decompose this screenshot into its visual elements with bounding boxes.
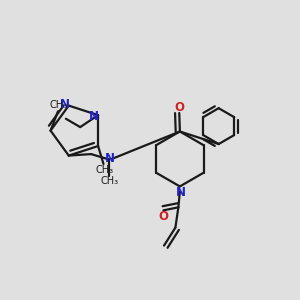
Text: CH₃: CH₃ [50,100,68,110]
Text: CH₃: CH₃ [100,176,119,186]
Text: N: N [176,186,185,199]
Text: O: O [174,100,184,113]
Text: O: O [158,210,168,224]
Text: CH₃: CH₃ [96,165,114,175]
Text: N: N [105,152,115,165]
Text: N: N [60,98,70,111]
Text: N: N [89,110,99,123]
